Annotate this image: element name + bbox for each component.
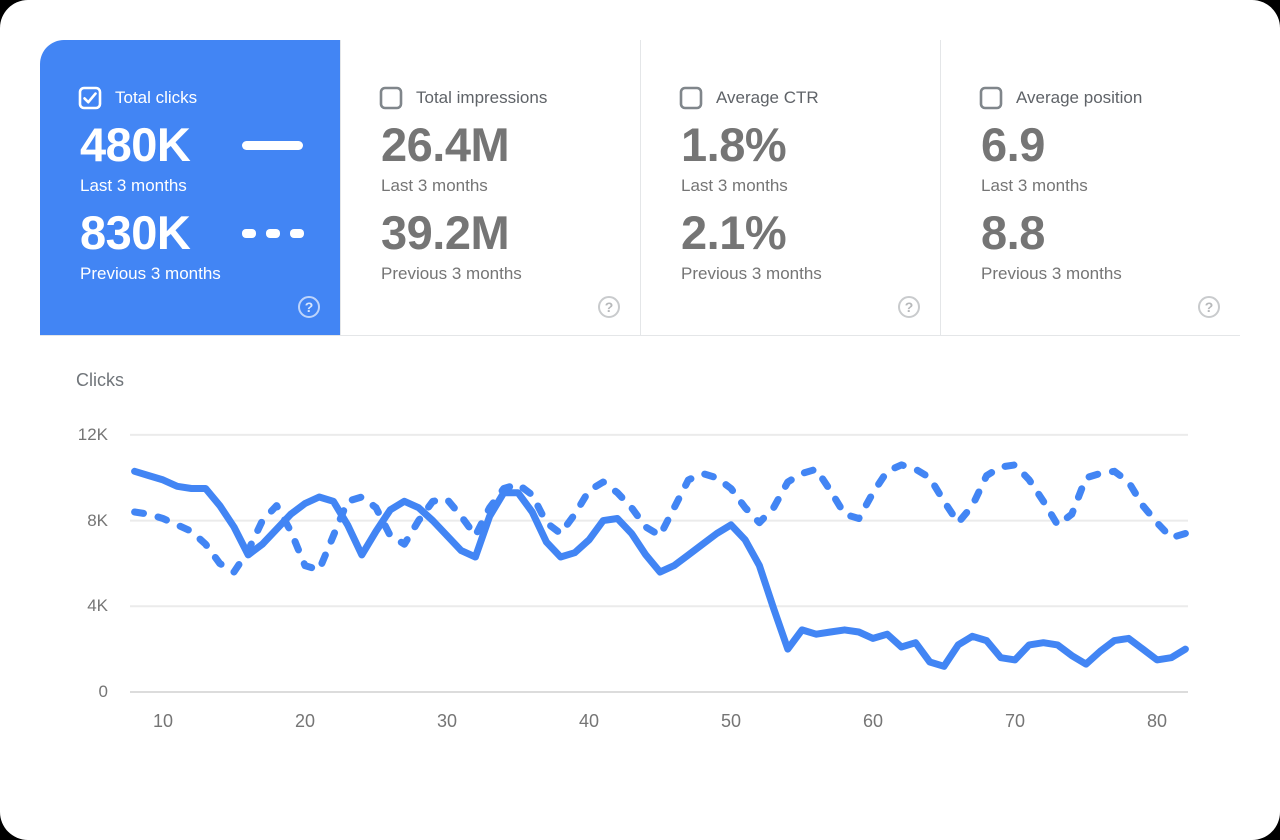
solid-line-legend-swatch xyxy=(242,141,303,150)
x-axis-tick-label: 50 xyxy=(720,711,742,731)
metric-caption-last: Last 3 months xyxy=(381,176,488,195)
x-axis-tick-label: 20 xyxy=(294,711,316,731)
checkbox-unchecked-icon[interactable] xyxy=(379,86,403,110)
metric-card-header: Average position xyxy=(979,86,1142,110)
metric-card-label: Average position xyxy=(1016,88,1143,107)
previous-period-line xyxy=(131,461,1189,576)
metric-caption-last: Last 3 months xyxy=(681,176,788,195)
metric-card-average-ctr[interactable]: Average CTR 1.8% Last 3 months 2.1% Prev… xyxy=(640,40,940,335)
y-axis-tick-label: 0 xyxy=(98,682,108,701)
metric-card-label: Average CTR xyxy=(716,88,819,107)
metric-caption-previous: Previous 3 months xyxy=(381,264,522,283)
x-axis-tick-label: 10 xyxy=(152,711,174,731)
metric-caption-last: Last 3 months xyxy=(981,176,1088,195)
metric-cards-row: Total clicks 480K Last 3 months 830K Pre… xyxy=(40,40,1240,336)
metric-caption-previous: Previous 3 months xyxy=(681,264,822,283)
chart-gridlines xyxy=(130,433,1188,693)
current-period-line xyxy=(131,467,1189,670)
y-axis-tick-label: 8K xyxy=(87,510,108,530)
metric-card-header: Total impressions xyxy=(379,86,547,110)
metric-caption-last: Last 3 months xyxy=(80,176,187,195)
checkbox-unchecked-icon[interactable] xyxy=(979,86,1003,110)
x-axis-tick-label: 70 xyxy=(1004,711,1026,731)
checkbox-unchecked-icon[interactable] xyxy=(679,86,703,110)
metric-value-previous: 39.2M xyxy=(381,206,510,259)
metric-card-average-position[interactable]: Average position 6.9 Last 3 months 8.8 P… xyxy=(940,40,1240,335)
y-axis-tick-label: 12K xyxy=(77,424,108,444)
y-axis-tick-label: 4K xyxy=(87,596,108,616)
metric-card-label: Total impressions xyxy=(416,88,548,107)
x-axis-tick-label: 80 xyxy=(1146,711,1168,731)
metric-value-previous: 2.1% xyxy=(681,206,787,259)
metric-value-last: 6.9 xyxy=(981,118,1045,171)
help-icon[interactable]: ? xyxy=(898,296,920,318)
help-icon[interactable]: ? xyxy=(598,296,620,318)
checkbox-checked-icon[interactable] xyxy=(78,86,102,110)
metric-card-header: Total clicks xyxy=(78,86,197,110)
metric-value-previous: 8.8 xyxy=(981,206,1045,259)
x-axis-tick-label: 60 xyxy=(862,711,884,731)
dashed-line-legend-swatch xyxy=(242,229,304,238)
x-axis-tick-label: 30 xyxy=(436,711,458,731)
x-axis-tick-label: 40 xyxy=(578,711,600,731)
metric-value-last: 26.4M xyxy=(381,118,510,171)
help-icon[interactable]: ? xyxy=(298,296,320,318)
metric-card-total-clicks[interactable]: Total clicks 480K Last 3 months 830K Pre… xyxy=(40,40,340,335)
chart-y-axis-title: Clicks xyxy=(76,370,124,390)
metric-value-last: 1.8% xyxy=(681,118,787,171)
metric-value-previous: 830K xyxy=(80,206,191,259)
metric-card-total-impressions[interactable]: Total impressions 26.4M Last 3 months 39… xyxy=(340,40,640,335)
metric-card-header: Average CTR xyxy=(679,86,819,110)
help-icon[interactable]: ? xyxy=(1198,296,1220,318)
metric-card-label: Total clicks xyxy=(115,88,198,107)
metric-value-last: 480K xyxy=(80,118,191,171)
metric-caption-previous: Previous 3 months xyxy=(981,264,1122,283)
metric-caption-previous: Previous 3 months xyxy=(80,264,221,283)
